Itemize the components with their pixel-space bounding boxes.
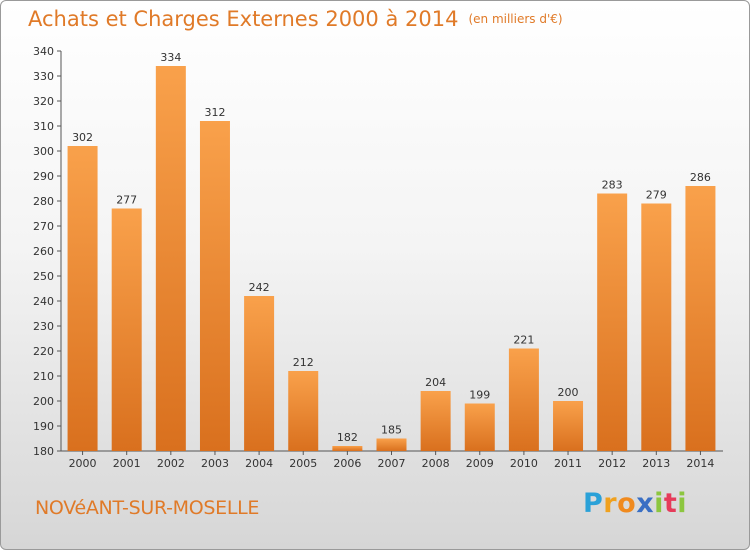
logo-letter: o bbox=[617, 488, 637, 519]
logo-letter: r bbox=[603, 488, 618, 519]
bar-value-label: 334 bbox=[160, 51, 181, 64]
city-name: NOVéANT-SUR-MOSELLE bbox=[35, 497, 260, 519]
x-tick-label: 2001 bbox=[113, 457, 141, 470]
x-tick-label: 2012 bbox=[598, 457, 626, 470]
x-tick-label: 2002 bbox=[157, 457, 185, 470]
bar bbox=[508, 348, 539, 451]
y-tick-label: 230 bbox=[33, 320, 54, 333]
bar-value-label: 204 bbox=[425, 376, 446, 389]
y-tick-label: 300 bbox=[33, 145, 54, 158]
x-tick-label: 2011 bbox=[554, 457, 582, 470]
y-tick-label: 190 bbox=[33, 420, 54, 433]
x-tick-label: 2013 bbox=[642, 457, 670, 470]
y-tick-label: 290 bbox=[33, 170, 54, 183]
x-tick-label: 2006 bbox=[333, 457, 361, 470]
bar-value-label: 199 bbox=[469, 389, 490, 402]
x-tick-label: 2005 bbox=[289, 457, 317, 470]
bar bbox=[464, 403, 495, 451]
bar bbox=[155, 66, 186, 451]
x-tick-label: 2003 bbox=[201, 457, 229, 470]
bar bbox=[597, 193, 628, 451]
bar bbox=[553, 401, 584, 451]
bar-value-label: 212 bbox=[293, 356, 314, 369]
x-tick-label: 2010 bbox=[510, 457, 538, 470]
x-tick-label: 2007 bbox=[378, 457, 406, 470]
proxiti-logo: Proxiti bbox=[583, 488, 687, 519]
chart-unit: (en milliers d'€) bbox=[468, 12, 563, 26]
y-tick-label: 330 bbox=[33, 70, 54, 83]
bar-value-label: 277 bbox=[116, 194, 137, 207]
bar bbox=[685, 186, 716, 451]
y-tick-label: 340 bbox=[33, 45, 54, 58]
bar bbox=[288, 371, 319, 451]
bar bbox=[420, 391, 451, 451]
logo-letter: t bbox=[663, 488, 678, 519]
bar bbox=[641, 203, 672, 451]
bar bbox=[67, 146, 98, 451]
chart-bars: 302 277 334 312 242 212 182 185 204 199 221 200 283 2… bbox=[67, 51, 716, 451]
bar-value-label: 283 bbox=[602, 179, 623, 192]
chart-axes: 180 190 200 210 220 230 240 250 260 270 280 290 300 3… bbox=[33, 45, 723, 470]
bar-value-label: 182 bbox=[337, 431, 358, 444]
logo-letter: i bbox=[654, 488, 664, 519]
x-tick-label: 2008 bbox=[422, 457, 450, 470]
y-tick-label: 180 bbox=[33, 445, 54, 458]
logo-letter: x bbox=[636, 488, 655, 519]
y-tick-label: 320 bbox=[33, 95, 54, 108]
x-tick-label: 2000 bbox=[69, 457, 97, 470]
bar bbox=[199, 121, 230, 451]
bar-value-label: 302 bbox=[72, 131, 93, 144]
bar bbox=[244, 296, 275, 451]
y-tick-label: 210 bbox=[33, 370, 54, 383]
bar-value-label: 221 bbox=[513, 334, 534, 347]
chart-title: Achats et Charges Externes 2000 à 2014 (e… bbox=[28, 7, 563, 31]
bar-value-label: 286 bbox=[690, 171, 711, 184]
y-tick-label: 240 bbox=[33, 295, 54, 308]
bar-value-label: 185 bbox=[381, 424, 402, 437]
x-tick-label: 2009 bbox=[466, 457, 494, 470]
bar-value-label: 312 bbox=[204, 106, 225, 119]
x-tick-label: 2014 bbox=[686, 457, 714, 470]
y-tick-label: 270 bbox=[33, 220, 54, 233]
bar-value-label: 242 bbox=[249, 281, 270, 294]
y-tick-label: 220 bbox=[33, 345, 54, 358]
x-tick-label: 2004 bbox=[245, 457, 273, 470]
chart-title-text: Achats et Charges Externes 2000 à 2014 bbox=[28, 7, 459, 31]
bar bbox=[111, 208, 142, 451]
y-tick-label: 280 bbox=[33, 195, 54, 208]
logo-letter: P bbox=[583, 488, 604, 519]
y-tick-label: 310 bbox=[33, 120, 54, 133]
bar bbox=[376, 438, 407, 451]
y-tick-label: 250 bbox=[33, 270, 54, 283]
bar-value-label: 279 bbox=[646, 189, 667, 202]
logo-letter: i bbox=[677, 488, 688, 519]
y-tick-label: 260 bbox=[33, 245, 54, 258]
y-tick-label: 200 bbox=[33, 395, 54, 408]
bar-value-label: 200 bbox=[558, 386, 579, 399]
bar bbox=[332, 446, 363, 451]
